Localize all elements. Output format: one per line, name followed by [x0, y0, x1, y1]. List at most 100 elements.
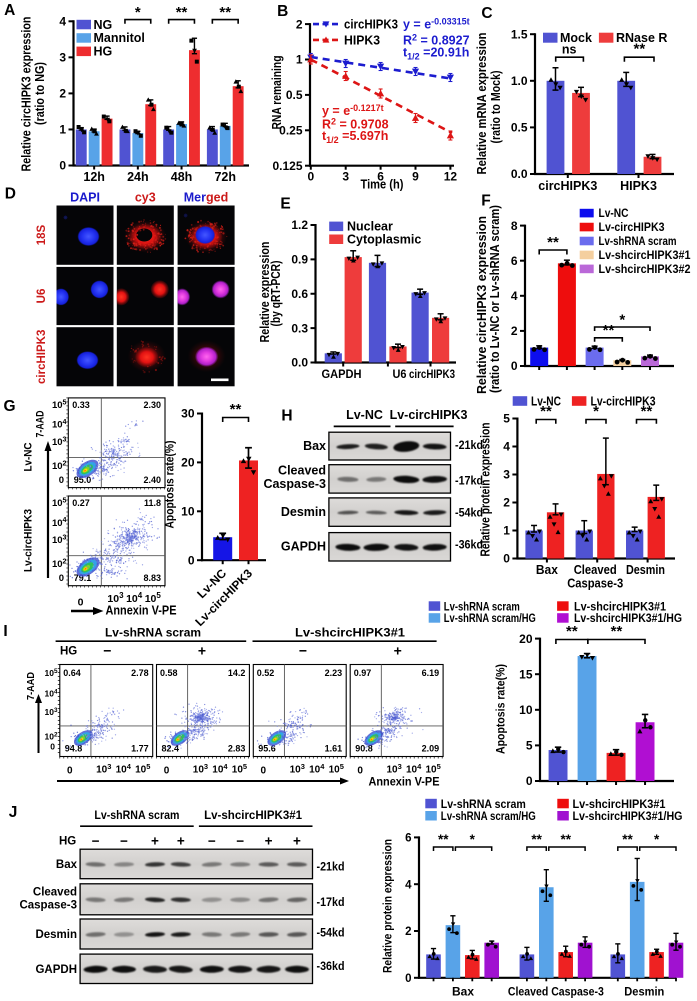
svg-text:−: − [103, 643, 111, 659]
svg-text:4: 4 [405, 879, 412, 891]
svg-text:cy3: cy3 [135, 191, 156, 205]
svg-text:Nuclear: Nuclear [347, 220, 393, 234]
svg-text:Lv-shRNA scram: Lv-shRNA scram [444, 601, 520, 613]
svg-text:0.125: 0.125 [272, 159, 302, 173]
svg-text:8: 8 [511, 219, 518, 233]
svg-text:−: − [208, 834, 216, 849]
svg-text:*: * [593, 403, 599, 420]
svg-text:Relative protein expression: Relative protein expression [381, 839, 395, 973]
svg-text:3: 3 [503, 468, 510, 482]
svg-text:0: 0 [357, 766, 363, 777]
svg-text:Lv-shRNA scram: Lv-shRNA scram [94, 810, 179, 822]
svg-text:+: + [265, 834, 273, 849]
svg-text:2.30: 2.30 [143, 400, 161, 410]
svg-text:Mock: Mock [560, 31, 592, 45]
svg-text:Bax: Bax [536, 563, 558, 577]
svg-text:6: 6 [377, 170, 384, 184]
svg-text:0: 0 [405, 973, 411, 985]
svg-text:105: 105 [44, 668, 57, 678]
svg-text:Relative circHIPK3 expression: Relative circHIPK3 expression [20, 17, 34, 172]
svg-text:-21kd: -21kd [317, 860, 345, 874]
svg-text:Apoptosis rate(%): Apoptosis rate(%) [494, 664, 508, 754]
svg-text:Caspase-3: Caspase-3 [19, 900, 77, 912]
svg-text:-36kd: -36kd [455, 539, 483, 551]
svg-text:-21kd: -21kd [455, 440, 483, 452]
svg-text:H: H [281, 408, 292, 425]
svg-text:R2 = 0.9708: R2 = 0.9708 [322, 117, 389, 132]
svg-text:circHIPK3: circHIPK3 [538, 179, 597, 193]
svg-text:Time (h): Time (h) [361, 178, 404, 192]
svg-text:Cleaved: Cleaved [278, 463, 326, 477]
svg-text:GAPDH: GAPDH [281, 540, 326, 554]
svg-text:Lv-NC: Lv-NC [346, 408, 383, 422]
svg-text:9: 9 [412, 170, 419, 184]
svg-text:4: 4 [59, 15, 66, 29]
svg-text:Lv-circHIPK3: Lv-circHIPK3 [591, 394, 656, 408]
svg-text:1.5: 1.5 [511, 27, 528, 41]
svg-text:Lv-shcircHIPK3#1: Lv-shcircHIPK3#1 [599, 248, 691, 262]
svg-text:2.83: 2.83 [228, 744, 246, 754]
svg-text:2: 2 [405, 926, 411, 938]
svg-text:0: 0 [78, 597, 84, 609]
svg-text:6: 6 [405, 833, 411, 845]
svg-text:C: C [481, 5, 492, 22]
svg-text:2.78: 2.78 [131, 668, 149, 678]
svg-text:DAPI: DAPI [70, 191, 100, 205]
svg-text:0.6: 0.6 [291, 287, 308, 301]
svg-text:4: 4 [511, 289, 518, 303]
svg-text:90.8: 90.8 [355, 744, 373, 754]
svg-text:0.64: 0.64 [63, 668, 81, 678]
svg-text:(ratio to Lv-NC or Lv-shRNA sc: (ratio to Lv-NC or Lv-shRNA scram) [488, 205, 502, 393]
svg-text:0: 0 [503, 552, 510, 566]
svg-text:I: I [3, 623, 7, 640]
svg-text:F: F [481, 193, 490, 210]
svg-text:0.0: 0.0 [291, 356, 308, 370]
svg-text:(ratio to Mock): (ratio to Mock) [489, 71, 503, 144]
svg-text:(ratio to NG): (ratio to NG) [33, 62, 47, 125]
svg-text:2: 2 [59, 87, 66, 101]
svg-text:Relative protein expression: Relative protein expression [479, 423, 493, 557]
svg-text:7-AAD: 7-AAD [25, 672, 37, 700]
svg-text:Desmin: Desmin [626, 563, 665, 577]
svg-text:0.3: 0.3 [291, 321, 308, 335]
svg-text:Lv-shcircHIPK3#1/HG: Lv-shcircHIPK3#1/HG [573, 811, 683, 823]
svg-text:0: 0 [164, 766, 170, 777]
svg-text:0: 0 [50, 742, 55, 752]
svg-text:0: 0 [188, 553, 195, 567]
svg-text:Lv-shcircHIPK3#1: Lv-shcircHIPK3#1 [204, 810, 303, 822]
svg-text:8.83: 8.83 [143, 573, 161, 583]
svg-text:t1/2 =5.697h: t1/2 =5.697h [322, 129, 388, 145]
svg-text:Relative circHIPK3 expression: Relative circHIPK3 expression [475, 216, 489, 394]
svg-text:**: ** [230, 401, 242, 418]
svg-text:0.9: 0.9 [291, 253, 308, 267]
svg-text:Lv-circHIPK3: Lv-circHIPK3 [23, 509, 35, 572]
svg-text:Apoptosis rate(%): Apoptosis rate(%) [163, 441, 177, 529]
svg-text:Annexin V-PE: Annexin V-PE [369, 775, 440, 789]
svg-text:**: ** [560, 832, 571, 847]
svg-text:J: J [9, 804, 18, 821]
svg-text:Lv-circHIPK3: Lv-circHIPK3 [599, 220, 665, 234]
svg-text:2: 2 [296, 17, 303, 31]
svg-text:HG: HG [59, 836, 76, 848]
svg-text:10: 10 [181, 505, 195, 519]
svg-text:72h: 72h [214, 170, 236, 184]
svg-text:t1/2 =20.91h: t1/2 =20.91h [403, 46, 469, 62]
svg-text:Lv-circHIPK3: Lv-circHIPK3 [390, 408, 468, 422]
svg-text:**: ** [176, 4, 188, 21]
svg-text:U6: U6 [36, 289, 48, 304]
svg-text:-54kd: -54kd [455, 508, 483, 520]
svg-text:**: ** [540, 403, 552, 420]
svg-text:11.8: 11.8 [144, 498, 161, 508]
svg-text:HG: HG [94, 45, 113, 59]
svg-text:12: 12 [444, 170, 458, 184]
svg-text:Lv-shcircHIPK3#2: Lv-shcircHIPK3#2 [599, 262, 691, 276]
svg-text:NG: NG [94, 18, 113, 32]
svg-text:104: 104 [44, 688, 57, 698]
svg-text:5: 5 [526, 739, 533, 753]
svg-text:6.19: 6.19 [422, 668, 440, 678]
svg-text:Relative mRNA expression: Relative mRNA expression [475, 33, 489, 175]
svg-text:2.40: 2.40 [143, 475, 161, 485]
svg-text:Desmin: Desmin [281, 505, 326, 519]
svg-text:−: − [299, 643, 307, 659]
svg-text:14.2: 14.2 [228, 668, 246, 678]
